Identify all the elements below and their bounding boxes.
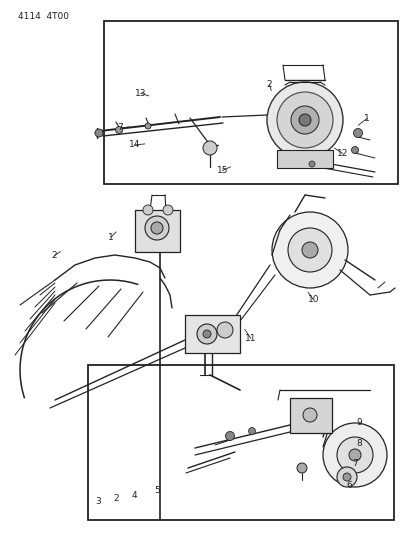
Text: 8: 8 <box>356 439 362 448</box>
Bar <box>104 21 398 184</box>
Text: 4: 4 <box>132 491 137 500</box>
Circle shape <box>226 432 235 440</box>
Circle shape <box>337 467 357 487</box>
Circle shape <box>95 129 103 137</box>
Text: 13: 13 <box>135 89 146 98</box>
Circle shape <box>197 324 217 344</box>
Text: 12: 12 <box>337 149 348 158</box>
Circle shape <box>352 147 359 154</box>
Circle shape <box>217 322 233 338</box>
Circle shape <box>349 449 361 461</box>
Text: 3: 3 <box>95 497 101 505</box>
Text: 4114  4T00: 4114 4T00 <box>18 12 69 21</box>
Circle shape <box>248 427 255 434</box>
Text: 7: 7 <box>118 124 123 132</box>
Circle shape <box>203 330 211 338</box>
Circle shape <box>151 222 163 234</box>
Circle shape <box>337 437 373 473</box>
Text: 6: 6 <box>346 481 352 489</box>
Text: 9: 9 <box>356 418 362 427</box>
Circle shape <box>343 473 351 481</box>
Circle shape <box>353 128 362 138</box>
Circle shape <box>272 212 348 288</box>
Text: 11: 11 <box>245 334 257 343</box>
Circle shape <box>309 161 315 167</box>
Circle shape <box>277 92 333 148</box>
Circle shape <box>203 141 217 155</box>
Circle shape <box>288 228 332 272</box>
Text: 14: 14 <box>129 141 140 149</box>
Circle shape <box>145 216 169 240</box>
Text: 2: 2 <box>113 494 119 503</box>
Circle shape <box>143 205 153 215</box>
Bar <box>185 315 240 353</box>
Bar <box>290 398 332 433</box>
Circle shape <box>115 126 122 133</box>
Bar <box>277 150 333 168</box>
Bar <box>88 365 394 520</box>
Text: 5: 5 <box>154 486 160 495</box>
Text: 1: 1 <box>364 114 370 123</box>
Circle shape <box>299 114 311 126</box>
Circle shape <box>291 106 319 134</box>
Circle shape <box>163 205 173 215</box>
Circle shape <box>145 123 151 129</box>
Bar <box>135 210 180 252</box>
Circle shape <box>267 82 343 158</box>
Text: 1: 1 <box>108 233 114 241</box>
Text: 10: 10 <box>308 295 319 304</box>
Text: 2: 2 <box>266 80 272 88</box>
Text: 7: 7 <box>352 459 358 468</box>
Circle shape <box>302 242 318 258</box>
Text: 15: 15 <box>217 166 228 175</box>
Circle shape <box>297 463 307 473</box>
Text: 2: 2 <box>51 252 57 260</box>
Circle shape <box>303 408 317 422</box>
Circle shape <box>323 423 387 487</box>
